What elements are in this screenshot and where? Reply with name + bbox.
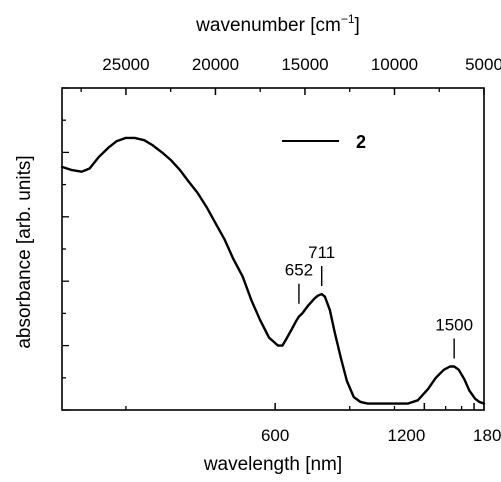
plot-frame xyxy=(61,87,485,411)
bottom-axis-tick-labels: 600 1200 1800 xyxy=(261,426,501,445)
x-axis-title: wavelength [nm] xyxy=(203,454,342,475)
x2-tick-label: 5000 xyxy=(465,55,501,74)
legend: 2 xyxy=(282,132,366,152)
top-axis-ticks xyxy=(80,88,485,95)
x-tick-label: 1800 xyxy=(473,426,501,445)
x2-axis-title-end: ] xyxy=(355,15,360,36)
x-tick-label: 600 xyxy=(261,426,289,445)
peak-label-711: 711 xyxy=(308,243,335,262)
peak-label-1500: 1500 xyxy=(435,315,473,334)
x2-axis-title-superscript: −1 xyxy=(341,12,355,26)
peak-label-652: 652 xyxy=(285,261,313,280)
x2-tick-label: 25000 xyxy=(102,55,149,74)
legend-label-2: 2 xyxy=(356,132,366,152)
x2-tick-label: 15000 xyxy=(281,55,328,74)
top-axis-tick-labels: 25000 20000 15000 10000 5000 xyxy=(102,55,501,74)
x2-tick-label: 10000 xyxy=(371,55,418,74)
left-axis-ticks xyxy=(62,87,69,411)
x-tick-label: 1200 xyxy=(387,426,425,445)
x2-axis-title: wavenumber [cm−1] xyxy=(195,12,360,36)
x2-tick-label: 20000 xyxy=(192,55,239,74)
x2-axis-title-main: wavenumber [cm xyxy=(195,15,341,36)
y-axis-title: absorbance [arb. units] xyxy=(14,155,35,348)
absorbance-spectrum-line xyxy=(60,136,486,405)
bottom-axis-ticks xyxy=(125,403,485,410)
